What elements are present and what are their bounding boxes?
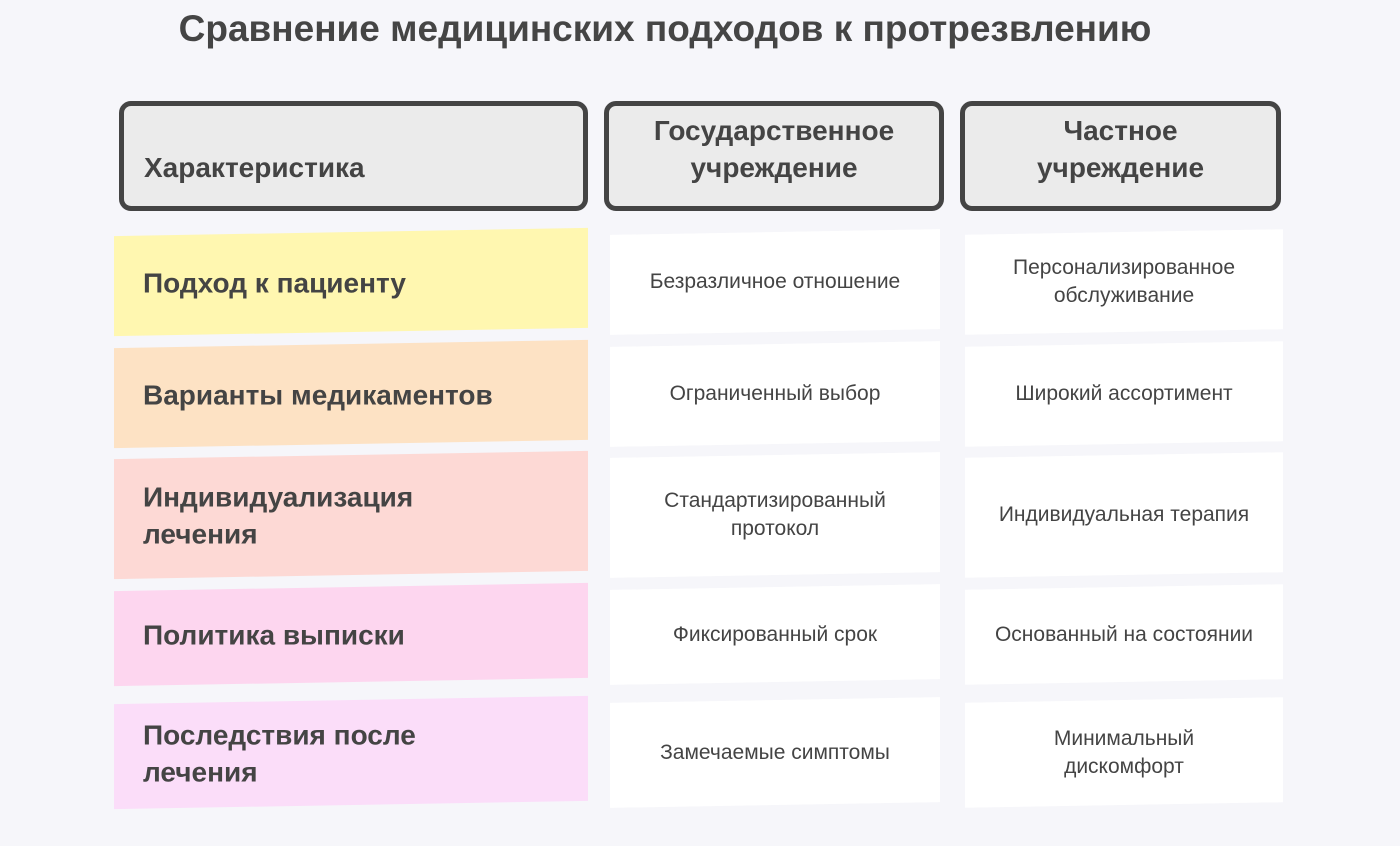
row-label-text: Подход к пациенту [143, 266, 406, 298]
public-value-text: Ограниченный выбор [669, 382, 881, 405]
row-label: Политика выписки [114, 582, 588, 687]
public-value-text: Фиксированный срок [672, 622, 878, 646]
private-value: Персонализированное обслуживание [965, 229, 1283, 335]
row-label: Последствия после лечения [114, 695, 588, 810]
public-value: Безразличное отношение [610, 229, 940, 335]
private-value-text: Широкий ассортимент [1015, 382, 1233, 405]
page-title: Сравнение медицинских подходов к протрез… [178, 8, 1152, 49]
public-value: Замечаемые симптомы [610, 697, 940, 808]
row-label-text: Варианты медикаментов [143, 378, 493, 410]
public-value-text: Безразличное отношение [649, 270, 901, 293]
private-value: Индивидуальная терапия [965, 452, 1283, 578]
row-label-text: Индивидуализация лечения [143, 481, 414, 550]
private-value-text: Минимальный дискомфорт [1053, 726, 1195, 778]
header-characteristic: Характеристика [119, 101, 588, 211]
private-value: Минимальный дискомфорт [965, 697, 1283, 808]
public-value-text: Стандартизированный протокол [664, 489, 886, 540]
header-public: Государственное учреждение [604, 101, 944, 211]
header-label: Частное учреждение [1036, 115, 1205, 183]
header-private: Частное учреждение [960, 101, 1281, 211]
row-label: Варианты медикаментов [114, 339, 588, 449]
public-value: Ограниченный выбор [610, 341, 940, 447]
private-value: Основанный на состоянии [965, 584, 1283, 685]
row-label: Индивидуализация лечения [114, 450, 588, 580]
row-label-text: Последствия после лечения [143, 718, 416, 787]
private-value-text: Персонализированное обслуживание [1013, 256, 1235, 307]
row-label-text: Политика выписки [143, 619, 405, 651]
header-label: Государственное учреждение [653, 115, 895, 183]
private-value-text: Основанный на состоянии [994, 622, 1254, 646]
row-label: Подход к пациенту [114, 227, 588, 337]
public-value: Фиксированный срок [610, 584, 940, 685]
public-value-text: Замечаемые симптомы [660, 740, 890, 764]
public-value: Стандартизированный протокол [610, 452, 940, 578]
private-value: Широкий ассортимент [965, 341, 1283, 447]
private-value-text: Индивидуальная терапия [998, 503, 1250, 526]
header-label: Характеристика [144, 152, 365, 183]
